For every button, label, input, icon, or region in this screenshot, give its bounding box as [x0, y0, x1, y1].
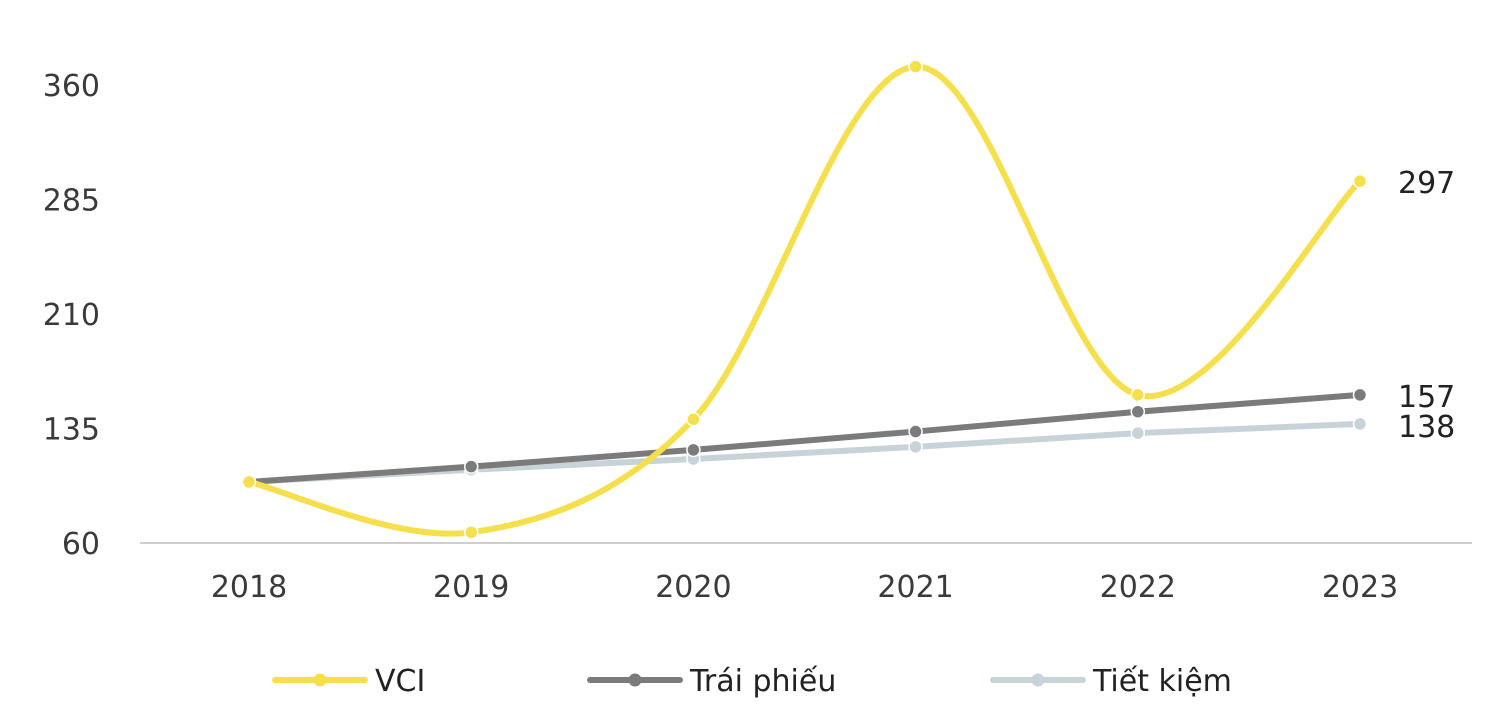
series-layer: [241, 59, 1368, 540]
data-point-vci: [908, 59, 923, 74]
series-tiet-kiem: [241, 416, 1368, 490]
data-point-tiet-kiem: [1352, 416, 1368, 432]
data-point-tiet-kiem: [908, 439, 923, 455]
legend-swatch-marker: [1031, 673, 1045, 687]
data-point-vci: [463, 525, 479, 540]
legend-label: Trái phiếu: [689, 664, 836, 699]
x-axis-ticks: 2018 2019 2020 2021 2022 2023: [211, 570, 1398, 605]
end-label-vci: 297: [1398, 166, 1455, 201]
y-tick-label: 360: [43, 69, 100, 104]
legend-label: VCI: [375, 664, 425, 699]
data-point-vci: [686, 412, 701, 427]
legend-item-vci: VCI: [272, 664, 425, 699]
x-tick-label: 2018: [211, 570, 287, 605]
data-point-trai-phieu: [686, 442, 701, 458]
data-point-vci: [241, 474, 257, 490]
legend-item-trai-phieu: Trái phiếu: [587, 664, 836, 699]
end-label-tiet-kiem: 138: [1398, 410, 1455, 445]
series-line-trai-phieu: [246, 391, 1363, 485]
y-tick-label: 210: [43, 298, 100, 333]
data-point-vci: [1130, 387, 1146, 403]
data-point-trai-phieu: [463, 459, 479, 474]
y-tick-label: 60: [62, 527, 100, 562]
legend-swatch-marker: [313, 673, 327, 687]
series-line-vci: [246, 63, 1363, 537]
y-axis-ticks: 360 285 210 135 60: [43, 69, 100, 562]
data-point-vci: [1352, 173, 1368, 189]
data-point-tiet-kiem: [1130, 425, 1146, 441]
x-tick-label: 2021: [877, 570, 953, 605]
end-label-trai-phieu: 157: [1398, 380, 1455, 415]
x-tick-label: 2023: [1322, 570, 1398, 605]
legend: VCI Trái phiếu Tiết kiệm: [272, 664, 1232, 699]
legend-label: Tiết kiệm: [1092, 664, 1232, 699]
series-vci: [241, 59, 1368, 540]
x-tick-label: 2020: [655, 570, 731, 605]
data-point-trai-phieu: [1130, 404, 1146, 419]
legend-item-tiet-kiem: Tiết kiệm: [990, 664, 1232, 699]
x-tick-label: 2019: [433, 570, 509, 605]
series-trai-phieu: [241, 387, 1368, 490]
legend-swatch-marker: [628, 673, 642, 687]
data-point-trai-phieu: [908, 424, 923, 439]
y-tick-label: 285: [43, 184, 100, 219]
y-tick-label: 135: [43, 413, 100, 448]
data-point-trai-phieu: [1352, 387, 1368, 403]
x-tick-label: 2022: [1100, 570, 1176, 605]
